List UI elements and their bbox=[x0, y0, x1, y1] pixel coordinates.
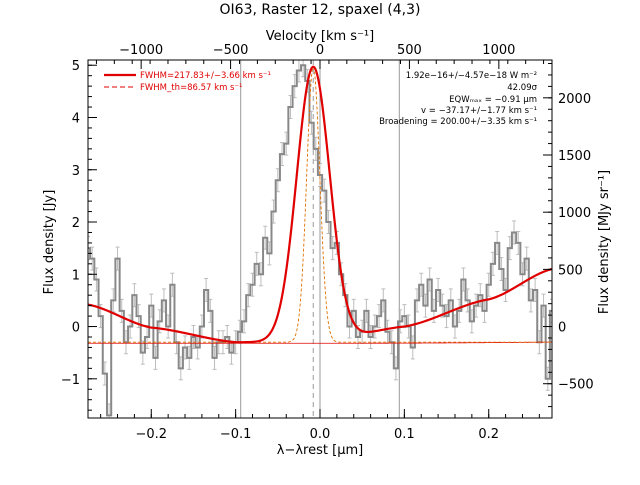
fit-total-line bbox=[88, 65, 552, 344]
x-tick-label: −0.2 bbox=[135, 427, 167, 442]
annotation-eqw: EQWₘₐₓ = −0.91 μm bbox=[449, 95, 537, 105]
annotation-velocity: v = −37.17+/−1.77 km s⁻¹ bbox=[421, 106, 537, 116]
right-tick-label: −500 bbox=[558, 378, 594, 393]
plot-contents bbox=[88, 60, 552, 418]
fit-annotations: 1.92e−16+/−4.57e−18 W m⁻² 42.09σ EQWₘₐₓ … bbox=[379, 71, 538, 127]
annotation-line-flux: 1.92e−16+/−4.57e−18 W m⁻² bbox=[406, 71, 537, 81]
y-tick-label: 1 bbox=[72, 268, 80, 283]
right-axis-label: Flux density [MJy sr⁻¹] bbox=[597, 170, 612, 314]
y-axis-label: Flux density [Jy] bbox=[42, 190, 57, 295]
legend-entry-fwhm: FWHM=217.83+/−3.66 km s⁻¹ bbox=[140, 71, 271, 81]
legend-entry-fwhm-th: FWHM_th=86.57 km s⁻¹ bbox=[140, 83, 242, 93]
x-tick-label: 0.1 bbox=[394, 427, 415, 442]
y-tick-label: 3 bbox=[72, 164, 80, 179]
right-tick-label: 0 bbox=[558, 321, 566, 336]
top-tick-label: 1000 bbox=[482, 43, 515, 58]
y-tick-label: −1 bbox=[61, 373, 80, 388]
chart-title: OI63, Raster 12, spaxel (4,3) bbox=[220, 2, 421, 18]
y-tick-label: 4 bbox=[72, 111, 80, 126]
right-tick-label: 1000 bbox=[558, 206, 591, 221]
fit-baseline bbox=[88, 341, 552, 344]
x-tick-label: 0.0 bbox=[310, 427, 331, 442]
y-tick-label: 2 bbox=[72, 216, 80, 231]
top-tick-label: 500 bbox=[397, 43, 422, 58]
top-tick-label: 0 bbox=[316, 43, 324, 58]
plot-area: −0.2 −0.1 0.0 0.1 0.2 −1000 −500 0 500 1000 −1 0 1 2 3… bbox=[61, 43, 594, 442]
right-tick-label: 1500 bbox=[558, 149, 591, 164]
y-tick-label: 5 bbox=[72, 59, 80, 74]
top-tick-label: −1000 bbox=[119, 43, 163, 58]
fit-thermal-dashed bbox=[88, 66, 552, 343]
top-axis-label: Velocity [km s⁻¹] bbox=[266, 29, 374, 44]
annotation-broadening: Broadening = 200.00+/−3.35 km s⁻¹ bbox=[379, 117, 537, 127]
x-tick-label: 0.2 bbox=[478, 427, 499, 442]
data-step-line bbox=[88, 64, 552, 417]
y-tick-label: 0 bbox=[72, 321, 80, 336]
top-tick-label: −500 bbox=[213, 43, 249, 58]
legend: FWHM=217.83+/−3.66 km s⁻¹ FWHM_th=86.57 … bbox=[104, 71, 271, 93]
right-tick-label: 2000 bbox=[558, 92, 591, 107]
annotation-significance: 42.09σ bbox=[507, 83, 537, 93]
x-tick-label: −0.1 bbox=[220, 427, 252, 442]
right-tick-label: 500 bbox=[558, 263, 583, 278]
x-axis-label: λ−λrest [μm] bbox=[277, 443, 363, 458]
